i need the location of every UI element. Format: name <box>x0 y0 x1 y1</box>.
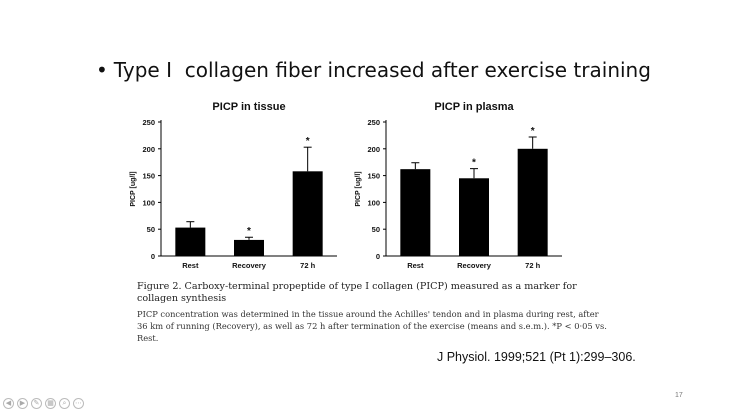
y-axis-label: PICP [ug/l] <box>130 171 137 206</box>
y-tick-label: 250 <box>367 118 380 127</box>
bullet-symbol: • <box>96 58 108 82</box>
y-tick-label: 50 <box>147 225 155 234</box>
x-tick-label: 72 h <box>525 261 540 270</box>
y-tick-label: 150 <box>142 172 155 181</box>
significance-marker: * <box>306 136 310 147</box>
figure-caption: Figure 2. Carboxy-terminal propeptide of… <box>137 281 607 344</box>
bar <box>234 239 264 256</box>
y-tick-label: 250 <box>142 118 155 127</box>
y-axis-label: PICP [ug/l] <box>355 171 362 206</box>
more-icon[interactable]: ⋯ <box>73 398 84 409</box>
y-tick-label: 50 <box>372 225 380 234</box>
chart-title: PICP in plasma <box>434 101 514 113</box>
chart-picp-tissue: PICP in tissue PICP [ug/l] 0 50 100 150 200 250… <box>130 101 337 270</box>
significance-marker: * <box>247 226 251 237</box>
chart-picp-plasma: PICP in plasma PICP [ug/l] 0 50 100 150 200 250… <box>355 101 562 270</box>
bullet-text: Type I collagen fiber increased after ex… <box>113 58 651 82</box>
y-tick-label: 0 <box>376 252 380 261</box>
y-tick-label: 200 <box>367 145 380 154</box>
bar <box>517 148 548 256</box>
pen-icon[interactable]: ✎ <box>31 398 42 409</box>
significance-marker: * <box>472 158 476 169</box>
next-icon[interactable]: ▶ <box>17 398 28 409</box>
y-tick-label: 100 <box>142 198 155 207</box>
caption-title: Figure 2. Carboxy-terminal propeptide of… <box>137 281 577 304</box>
slideshow-controls: ◀ ▶ ✎ ▦ ⌕ ⋯ <box>3 398 84 409</box>
slides-icon[interactable]: ▦ <box>45 398 56 409</box>
citation: J Physiol. 1999;521 (Pt 1):299–306. <box>437 350 636 364</box>
bar <box>400 169 431 256</box>
x-tick-label: Rest <box>182 261 199 270</box>
page-number: 17 <box>675 392 683 399</box>
zoom-icon[interactable]: ⌕ <box>59 398 70 409</box>
y-tick-label: 100 <box>367 198 380 207</box>
prev-icon[interactable]: ◀ <box>3 398 14 409</box>
x-tick-label: Recovery <box>232 261 267 270</box>
y-tick-label: 150 <box>367 172 380 181</box>
bullet-point: • Type I collagen fiber increased after e… <box>96 58 651 82</box>
x-tick-label: Rest <box>407 261 424 270</box>
x-tick-label: Recovery <box>457 261 492 270</box>
bar <box>175 227 206 256</box>
y-tick-label: 0 <box>151 252 155 261</box>
bar <box>459 178 489 256</box>
significance-marker: * <box>531 126 535 137</box>
x-tick-label: 72 h <box>300 261 315 270</box>
y-tick-label: 200 <box>142 145 155 154</box>
chart-title: PICP in tissue <box>212 101 285 113</box>
bar <box>292 171 323 256</box>
caption-body: PICP concentration was determined in the… <box>137 309 607 343</box>
